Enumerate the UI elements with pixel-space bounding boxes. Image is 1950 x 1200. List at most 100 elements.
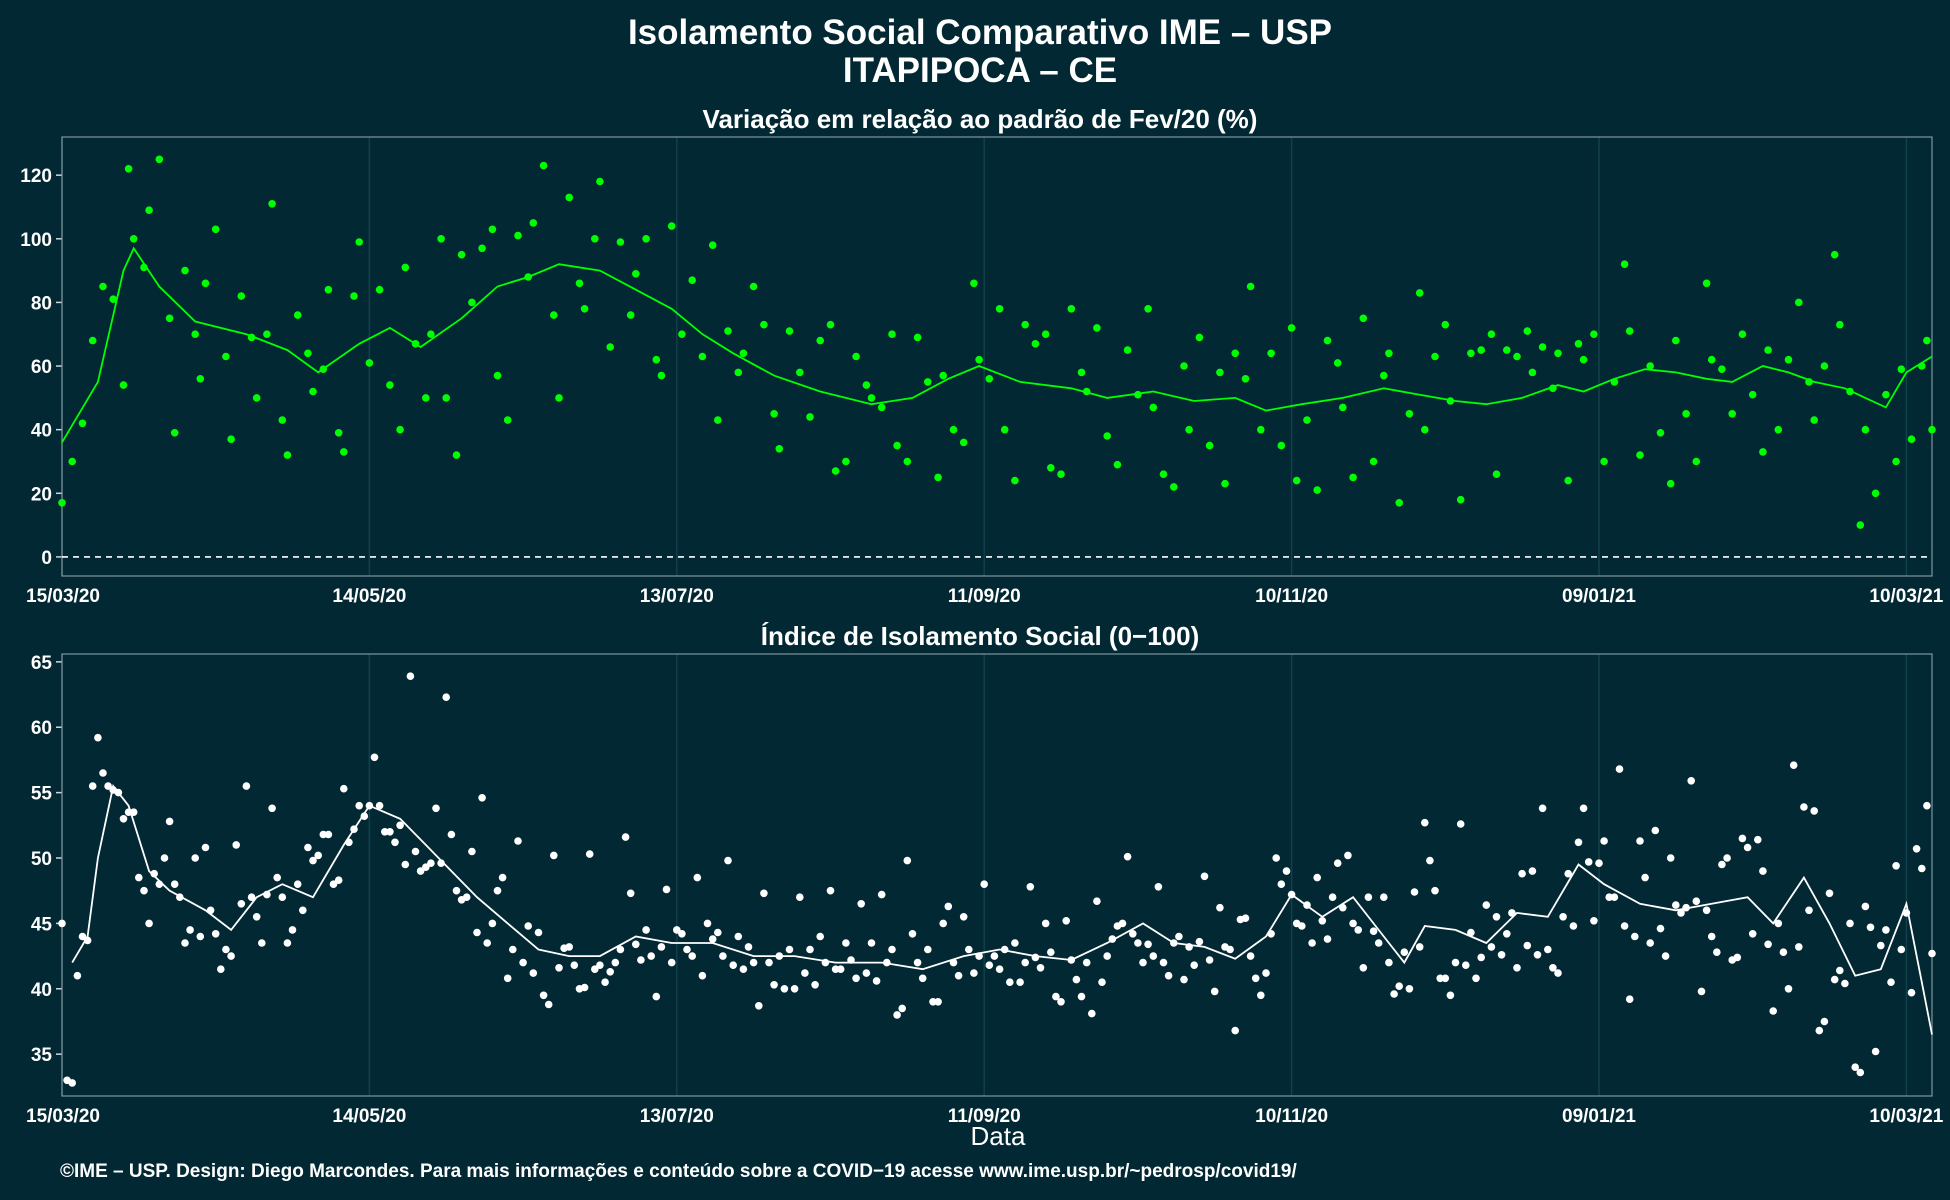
data-point — [1195, 937, 1204, 946]
data-point — [1646, 939, 1654, 947]
data-point — [258, 939, 266, 947]
data-point — [355, 801, 364, 810]
data-point — [334, 876, 343, 884]
data-point — [1385, 958, 1393, 967]
data-point — [1871, 1047, 1880, 1056]
data-point — [1421, 425, 1429, 434]
data-point — [1912, 845, 1921, 853]
data-point — [191, 854, 199, 862]
data-point — [1625, 327, 1634, 335]
data-point — [1144, 305, 1152, 313]
chart-title: Isolamento Social Comparativo IME – USP — [628, 13, 1332, 52]
data-point — [211, 930, 220, 938]
data-point — [293, 311, 302, 319]
data-point — [1257, 425, 1265, 434]
data-point — [1830, 250, 1839, 259]
data-point — [1277, 880, 1286, 888]
data-point — [760, 889, 768, 898]
data-point — [1467, 928, 1475, 937]
data-point — [632, 270, 640, 278]
x-tick-label: 09/01/21 — [1562, 1106, 1636, 1127]
data-point — [503, 974, 512, 983]
data-point — [237, 292, 246, 300]
data-point — [893, 441, 901, 450]
x-tick-label: 14/05/20 — [332, 1106, 406, 1127]
data-point — [1175, 932, 1183, 941]
data-point — [88, 336, 97, 345]
data-point — [714, 928, 722, 937]
data-point — [1016, 978, 1024, 986]
data-point — [1159, 470, 1168, 479]
x-tick-label: 11/09/20 — [948, 1106, 1021, 1127]
data-point — [375, 801, 384, 810]
data-point — [688, 276, 696, 285]
data-point — [1052, 992, 1060, 1001]
data-point — [1159, 958, 1168, 967]
data-point — [1139, 958, 1147, 967]
x-tick-label: 10/03/21 — [1869, 586, 1943, 607]
data-point — [626, 889, 635, 898]
data-point — [913, 333, 922, 342]
data-point — [724, 856, 732, 865]
data-point — [278, 893, 287, 901]
data-point — [309, 856, 317, 865]
x-tick-label: 13/07/20 — [640, 1106, 714, 1127]
data-point — [1836, 320, 1844, 329]
data-point — [386, 381, 394, 389]
data-point — [211, 225, 220, 234]
data-point — [1774, 425, 1783, 434]
data-point — [1882, 926, 1890, 934]
data-point — [468, 847, 476, 856]
data-point — [488, 225, 497, 234]
data-point — [555, 394, 563, 402]
data-point — [299, 906, 307, 915]
data-point — [478, 244, 486, 253]
data-point — [252, 394, 261, 402]
data-point — [1472, 974, 1480, 983]
data-point — [565, 193, 573, 202]
data-point — [1769, 1007, 1777, 1015]
data-point — [309, 387, 317, 396]
data-point — [1523, 941, 1532, 950]
data-point — [1333, 859, 1342, 867]
data-point — [621, 833, 630, 841]
data-point — [1754, 835, 1762, 844]
data-point — [637, 956, 645, 964]
data-point — [857, 900, 865, 908]
data-point — [1390, 990, 1398, 998]
plot-frame — [61, 653, 1933, 1097]
data-point — [1251, 974, 1260, 983]
data-point — [1072, 975, 1081, 984]
data-point — [1518, 869, 1526, 878]
data-point — [1707, 355, 1716, 364]
data-point — [304, 349, 312, 358]
data-point — [606, 343, 614, 351]
data-point — [324, 830, 333, 839]
data-point — [744, 943, 753, 951]
data-point — [872, 977, 881, 985]
data-point — [1154, 883, 1163, 891]
data-point — [1241, 375, 1250, 383]
data-point — [1021, 320, 1029, 329]
data-point — [1272, 854, 1280, 862]
data-point — [550, 851, 558, 860]
data-point — [1190, 961, 1198, 969]
data-point — [1077, 992, 1086, 1001]
data-point — [842, 939, 850, 947]
data-point — [217, 965, 225, 973]
data-point — [1323, 935, 1332, 943]
data-point — [1789, 761, 1798, 769]
data-point — [1129, 930, 1137, 938]
data-point — [678, 930, 686, 938]
data-point — [1308, 939, 1316, 947]
data-point — [1441, 974, 1450, 983]
data-point — [1641, 873, 1649, 882]
data-point — [924, 945, 932, 954]
data-point — [1544, 945, 1552, 954]
data-point — [1021, 958, 1029, 967]
data-point — [1564, 869, 1572, 878]
data-point — [493, 886, 502, 895]
x-tick-label: 15/03/20 — [26, 1106, 100, 1127]
data-point — [519, 958, 527, 967]
data-point — [888, 330, 896, 339]
